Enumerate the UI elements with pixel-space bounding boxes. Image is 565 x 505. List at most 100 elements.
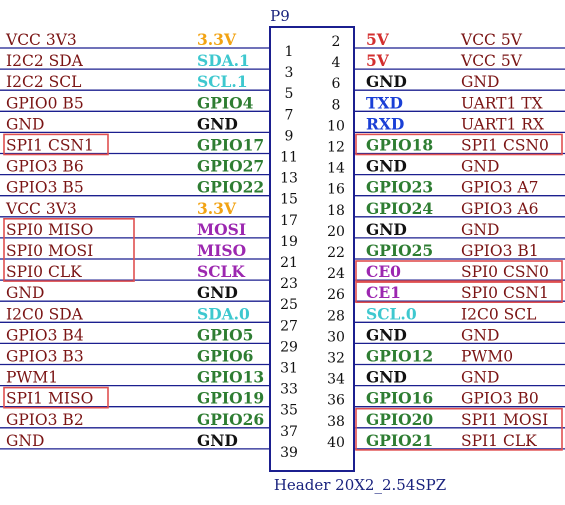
pin-number-odd: 35	[280, 403, 298, 419]
pin-row: GND GND GPIO21 SPI1 CLK 39 40	[0, 431, 565, 461]
pin-row: SPI0 CLK SCLK CE0 SPI0 CSN0 23 24	[0, 262, 565, 292]
pin-number-odd: 33	[280, 382, 298, 398]
right-alt-label: GND	[366, 325, 407, 344]
left-alt-label: GND	[197, 283, 238, 302]
right-signal-label: VCC 5V	[460, 31, 523, 49]
right-alt-label: CE0	[366, 262, 401, 281]
left-signal-label: GPIO3 B6	[6, 158, 84, 176]
highlight-box	[355, 407, 563, 451]
pin-row: I2C2 SCL SCL.1 GND GND 5 6	[0, 72, 565, 102]
pin-row: I2C2 SDA SDA.1 5V VCC 5V 3 4	[0, 51, 565, 81]
right-signal-label: GND	[461, 73, 499, 91]
pin-number-odd: 13	[280, 171, 298, 187]
left-signal-label: GPIO3 B3	[6, 348, 84, 366]
pin-number-odd: 31	[280, 361, 298, 377]
pin-row: PWM1 GPIO13 GND GND 33 34	[0, 368, 565, 398]
connector-body	[269, 26, 355, 472]
left-alt-label: MISO	[197, 241, 246, 260]
pin-number-even: 8	[332, 97, 341, 113]
pin-number-odd: 3	[285, 65, 294, 81]
left-alt-label: SDA.1	[197, 51, 250, 70]
pin-number-even: 36	[327, 393, 345, 409]
right-alt-label: GPIO21	[366, 431, 433, 450]
highlight-box	[3, 133, 109, 156]
left-signal-label: I2C0 SDA	[6, 305, 84, 323]
left-alt-label: GPIO5	[197, 325, 253, 344]
right-alt-label: CE1	[366, 283, 401, 302]
right-signal-label: VCC 5V	[460, 52, 523, 70]
right-signal-label: GPIO3 A7	[461, 179, 539, 197]
pin-number-odd: 19	[280, 234, 298, 250]
pin-number-odd: 1	[285, 44, 294, 60]
pin-row: I2C0 SDA SDA.0 SCL.0 I2C0 SCL 27 28	[0, 304, 565, 334]
left-alt-label: GPIO26	[197, 410, 264, 429]
pin-row: SPI0 MOSI MISO GPIO25 GPIO3 B1 21 22	[0, 241, 565, 271]
pin-row: GPIO3 B3 GPIO6 GPIO12 PWM0 31 32	[0, 347, 565, 377]
right-signal-label: GND	[461, 221, 499, 239]
left-alt-label: GPIO6	[197, 347, 253, 366]
pin-number-odd: 29	[280, 339, 298, 355]
pin-number-even: 4	[332, 55, 341, 71]
right-signal-label: GND	[461, 369, 499, 387]
left-alt-label: SCLK	[197, 262, 245, 281]
right-signal-label: UART1 RX	[461, 115, 544, 133]
pin-number-odd: 23	[280, 276, 298, 292]
pin-number-odd: 21	[280, 255, 298, 271]
left-signal-label: I2C2 SDA	[6, 52, 84, 70]
left-alt-label: GPIO4	[197, 93, 254, 112]
right-signal-label: SPI1 CLK	[461, 432, 537, 450]
right-signal-label: SPI1 MOSI	[461, 411, 548, 429]
right-alt-label: GPIO16	[366, 389, 433, 408]
left-alt-label: 3.3V	[197, 199, 237, 218]
right-signal-label: GPIO3 B1	[461, 242, 539, 260]
pin-number-even: 34	[327, 372, 345, 388]
left-signal-label: VCC 3V3	[5, 31, 77, 49]
right-alt-label: GND	[366, 220, 407, 239]
left-signal-label: GND	[6, 432, 44, 450]
pin-row: VCC 3V3 3.3V GPIO24 GPIO3 A6 17 18	[0, 199, 565, 229]
pin-number-even: 26	[327, 287, 345, 303]
left-signal-label: SPI0 CLK	[6, 263, 82, 281]
left-alt-label: MOSI	[197, 220, 246, 239]
left-signal-label: PWM1	[6, 369, 58, 387]
pin-number-even: 12	[327, 140, 345, 156]
pin-number-even: 16	[327, 182, 345, 198]
pin-row: GPIO3 B6 GPIO27 GND GND 13 14	[0, 157, 565, 187]
highlight-box	[355, 133, 563, 156]
left-alt-label: 3.3V	[197, 30, 237, 49]
right-signal-label: GND	[461, 158, 499, 176]
right-signal-label: GND	[461, 326, 499, 344]
right-alt-label: GPIO23	[366, 178, 433, 197]
pin-number-odd: 15	[280, 192, 298, 208]
left-alt-label: GND	[197, 431, 238, 450]
pin-row: SPI1 CSN1 GPIO17 GPIO18 SPI1 CSN0 11 12	[0, 136, 565, 166]
left-signal-label: GPIO3 B5	[6, 179, 84, 197]
left-signal-label: GPIO3 B2	[6, 411, 84, 429]
highlight-boxes	[3, 133, 563, 451]
left-signal-label: SPI1 CSN1	[6, 137, 94, 155]
right-signal-label: GPIO3 A6	[461, 200, 539, 218]
pin-number-odd: 39	[280, 445, 298, 461]
pin-number-odd: 7	[285, 107, 294, 123]
left-alt-label: SCL.1	[197, 72, 248, 91]
pin-row: GPIO0 B5 GPIO4 TXD UART1 TX 7 8	[0, 93, 565, 123]
left-signal-label: GPIO3 B4	[6, 326, 84, 344]
pin-number-even: 28	[327, 308, 345, 324]
right-alt-label: GPIO20	[366, 410, 433, 429]
right-alt-label: GND	[366, 72, 407, 91]
left-alt-label: GPIO27	[197, 157, 264, 176]
right-alt-label: GPIO18	[366, 136, 433, 155]
pin-number-even: 10	[327, 118, 345, 134]
right-alt-label: 5V	[366, 30, 390, 49]
right-alt-label: SCL.0	[366, 304, 417, 323]
pin-number-even: 32	[327, 351, 345, 367]
pin-number-even: 40	[327, 435, 345, 451]
right-signal-label: SPI1 CSN0	[461, 137, 549, 155]
left-signal-label: SPI1 MISO	[6, 390, 93, 408]
pin-number-even: 20	[327, 224, 345, 240]
right-signal-label: GPIO3 B0	[461, 390, 539, 408]
right-alt-label: RXD	[366, 114, 404, 133]
pin-number-even: 24	[327, 266, 345, 282]
left-signal-label: GPIO0 B5	[6, 94, 84, 112]
